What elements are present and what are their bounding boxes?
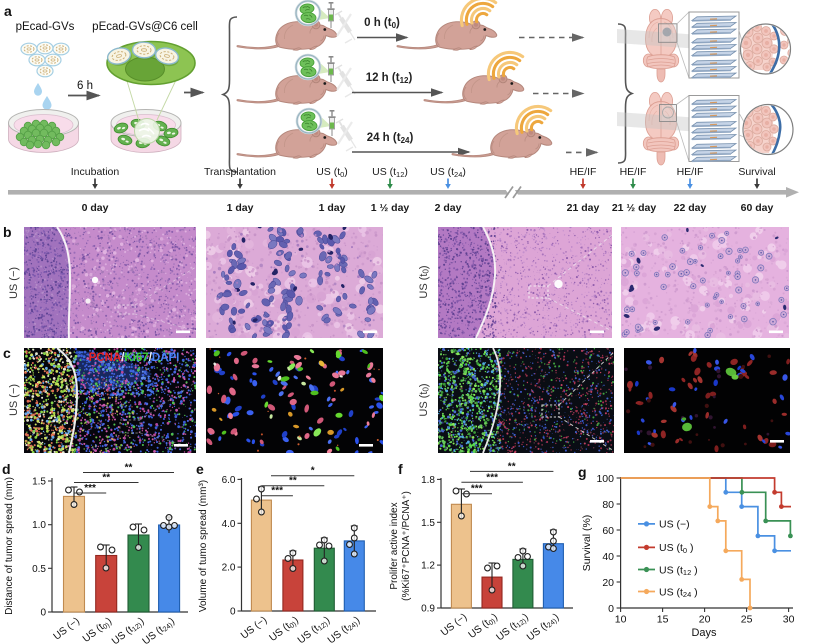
svg-text:1.5: 1.5 <box>32 477 46 488</box>
svg-text:0.9: 0.9 <box>421 604 435 615</box>
svg-text:HE/IF: HE/IF <box>570 166 597 178</box>
svg-text:1.2: 1.2 <box>421 561 435 572</box>
svg-text:100: 100 <box>596 473 614 485</box>
svg-text:**: ** <box>289 476 297 487</box>
svg-text:1 ½ day: 1 ½ day <box>371 202 410 214</box>
svg-text:US (−): US (−) <box>52 616 82 643</box>
svg-text:30: 30 <box>783 614 795 626</box>
svg-text:0 day: 0 day <box>82 202 109 214</box>
svg-text:US (t0)): US (t0)) <box>268 615 301 644</box>
svg-text:US (−): US (−) <box>8 267 20 299</box>
svg-text:Prolifer active index: Prolifer active index <box>389 502 400 589</box>
svg-text:US (−): US (−) <box>239 615 269 642</box>
svg-text:US (t0)): US (t0)) <box>81 616 114 644</box>
svg-text:PCNA/Ki67/DAPI: PCNA/Ki67/DAPI <box>89 352 180 364</box>
svg-text:Incubation: Incubation <box>71 166 120 178</box>
svg-text:21 ½ day: 21 ½ day <box>612 202 657 214</box>
svg-text:10: 10 <box>615 614 627 626</box>
svg-text:(%Ki67⁺PCNA⁺/PCNA⁺): (%Ki67⁺PCNA⁺/PCNA⁺) <box>401 491 412 601</box>
svg-text:e: e <box>196 461 204 477</box>
svg-text:25: 25 <box>741 614 753 626</box>
svg-text:US (t12): US (t12) <box>372 166 408 179</box>
svg-text:Days: Days <box>691 627 717 639</box>
svg-text:US (t24)): US (t24)) <box>525 612 562 644</box>
svg-text:0: 0 <box>608 603 614 615</box>
svg-text:24 h (t24): 24 h (t24) <box>367 132 414 145</box>
svg-text:pEcad-GVs@C6 cell: pEcad-GVs@C6 cell <box>92 21 198 33</box>
svg-text:22 day: 22 day <box>674 202 707 214</box>
svg-text:0: 0 <box>40 608 46 619</box>
svg-text:US (−): US (−) <box>8 384 20 416</box>
svg-text:d: d <box>2 461 11 477</box>
svg-text:b: b <box>3 226 12 240</box>
svg-text:2.0: 2.0 <box>222 563 236 574</box>
svg-text:6.0: 6.0 <box>222 475 236 486</box>
svg-text:f: f <box>398 461 403 477</box>
svg-text:c: c <box>3 345 11 361</box>
svg-text:60 day: 60 day <box>741 202 774 214</box>
svg-text:Distance of tumor spread (mm): Distance of tumor spread (mm) <box>4 477 15 615</box>
svg-text:**: ** <box>125 463 133 474</box>
svg-text:US (t12 ): US (t12 ) <box>659 564 698 577</box>
svg-text:40: 40 <box>602 551 614 563</box>
svg-text:US (t0): US (t0) <box>418 383 431 416</box>
svg-text:***: *** <box>471 484 483 495</box>
svg-text:1.8: 1.8 <box>421 475 435 486</box>
svg-text:Transplantation: Transplantation <box>204 166 276 178</box>
svg-text:pEcad-GVs: pEcad-GVs <box>16 21 75 33</box>
svg-text:0.5: 0.5 <box>32 564 46 575</box>
svg-text:0 h (t0): 0 h (t0) <box>364 17 400 30</box>
svg-text:2 day: 2 day <box>435 202 462 214</box>
svg-text:1 day: 1 day <box>319 202 346 214</box>
svg-text:***: *** <box>84 483 96 494</box>
svg-text:US (t12)): US (t12)) <box>495 612 532 644</box>
svg-text:20: 20 <box>699 614 711 626</box>
svg-text:US (t24)): US (t24)) <box>326 615 363 644</box>
svg-text:1.0: 1.0 <box>32 520 46 531</box>
svg-text:Survival: Survival <box>738 166 775 178</box>
svg-text:21 day: 21 day <box>567 202 600 214</box>
svg-text:US (t0): US (t0) <box>418 265 431 298</box>
svg-text:1 day: 1 day <box>227 202 254 214</box>
svg-text:US (t24): US (t24) <box>430 166 466 179</box>
svg-text:0: 0 <box>230 607 236 618</box>
svg-text:**: ** <box>102 473 110 484</box>
svg-text:20: 20 <box>602 577 614 589</box>
svg-text:US (−): US (−) <box>439 612 469 639</box>
svg-text:12 h (t12): 12 h (t12) <box>366 72 413 85</box>
svg-text:US (t0): US (t0) <box>316 166 348 179</box>
svg-text:US (t24 ): US (t24 ) <box>659 586 698 599</box>
svg-text:HE/IF: HE/IF <box>620 166 647 178</box>
svg-text:US (t24)): US (t24)) <box>141 616 178 644</box>
svg-text:***: *** <box>271 486 283 497</box>
svg-text:80: 80 <box>602 499 614 511</box>
svg-text:Survival (%): Survival (%) <box>581 515 593 572</box>
svg-text:a: a <box>4 3 12 19</box>
svg-text:4.0: 4.0 <box>222 519 236 530</box>
svg-text:g: g <box>578 464 587 480</box>
svg-text:15: 15 <box>657 614 669 626</box>
svg-text:*: * <box>311 466 315 477</box>
svg-text:6 h: 6 h <box>77 80 93 92</box>
svg-text:60: 60 <box>602 525 614 537</box>
svg-text:US (t0 ): US (t0 ) <box>659 542 694 555</box>
svg-text:**: ** <box>508 461 516 472</box>
svg-text:US (−): US (−) <box>659 519 690 531</box>
svg-text:***: *** <box>486 472 498 483</box>
svg-text:Volume of tumo spread (mm³): Volume of tumo spread (mm³) <box>198 480 209 612</box>
svg-text:1.5: 1.5 <box>421 518 435 529</box>
svg-text:HE/IF: HE/IF <box>677 166 704 178</box>
